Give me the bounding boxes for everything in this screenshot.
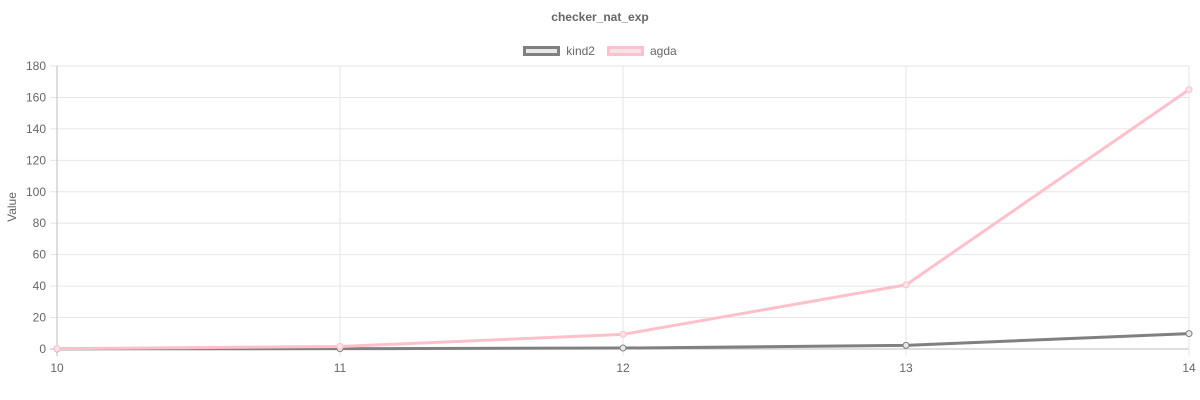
y-tick-label: 20	[33, 311, 47, 325]
grid	[50, 65, 1190, 356]
legend-item-agda[interactable]: agda	[606, 44, 677, 58]
legend: kind2 agda	[0, 43, 1200, 59]
legend-label-agda: agda	[649, 44, 677, 58]
legend-swatch-agda	[606, 46, 644, 56]
data-point-agda[interactable]	[336, 342, 344, 350]
series	[53, 86, 1193, 353]
data-point-kind2[interactable]	[1185, 330, 1193, 338]
legend-label-kind2: kind2	[566, 44, 595, 58]
y-tick-label: 40	[33, 279, 47, 293]
legend-item-kind2[interactable]: kind2	[523, 44, 595, 58]
data-point-agda[interactable]	[53, 345, 61, 353]
x-tick-label: 12	[616, 361, 630, 375]
y-tick-label: 180	[26, 59, 46, 73]
data-point-kind2[interactable]	[902, 341, 910, 349]
data-point-agda[interactable]	[619, 330, 627, 338]
y-tick-label: 60	[33, 248, 47, 262]
axes: 0 20 40 60 80 100 120 140 160 180 10 11 12 13 14	[26, 59, 1196, 375]
y-tick-label: 0	[39, 342, 46, 356]
x-tick-label: 11	[334, 361, 347, 375]
y-tick-label: 120	[26, 153, 46, 167]
legend-swatch-kind2	[523, 46, 561, 56]
x-tick-label: 13	[899, 361, 913, 375]
y-tick-label: 140	[26, 122, 46, 136]
y-tick-label: 80	[33, 216, 47, 230]
y-tick-label: 100	[26, 185, 46, 199]
data-point-agda[interactable]	[902, 281, 910, 289]
y-axis-label: Value	[5, 192, 19, 222]
chart-title: checker_nat_exp	[551, 10, 649, 24]
data-point-kind2[interactable]	[619, 344, 627, 352]
x-tick-label: 10	[50, 361, 64, 375]
data-point-agda[interactable]	[1185, 86, 1193, 94]
y-tick-label: 160	[26, 90, 46, 104]
x-tick-label: 14	[1182, 361, 1196, 375]
